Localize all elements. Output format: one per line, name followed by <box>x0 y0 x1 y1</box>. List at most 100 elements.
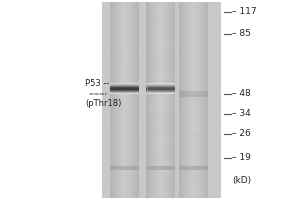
Bar <box>194 2 195 198</box>
Bar <box>127 2 128 198</box>
Bar <box>179 66 208 67</box>
Bar <box>146 169 175 170</box>
Bar <box>179 62 208 64</box>
Bar <box>146 15 175 17</box>
Bar <box>146 177 175 178</box>
Bar <box>146 188 175 190</box>
Bar <box>116 2 117 198</box>
Bar <box>179 133 208 134</box>
Bar <box>110 177 139 178</box>
Bar <box>146 9 175 10</box>
Bar <box>151 2 152 198</box>
Bar <box>179 18 208 20</box>
Bar <box>179 9 208 10</box>
Bar <box>197 2 198 198</box>
Bar <box>110 95 139 97</box>
Bar <box>110 154 139 156</box>
Bar <box>110 91 139 92</box>
Bar <box>110 93 139 94</box>
Bar <box>146 38 175 40</box>
Bar <box>110 79 139 80</box>
Bar <box>153 2 154 198</box>
Bar <box>146 90 175 92</box>
Bar <box>110 2 139 4</box>
Bar <box>179 53 208 54</box>
Bar <box>110 2 111 198</box>
Bar <box>146 12 175 13</box>
Bar <box>137 2 138 198</box>
Bar <box>189 2 190 198</box>
Bar <box>179 180 208 182</box>
Bar <box>179 169 208 170</box>
Bar <box>146 105 175 107</box>
Bar <box>146 160 175 162</box>
Bar <box>185 2 186 198</box>
Bar <box>114 2 115 198</box>
Bar <box>110 157 139 159</box>
Bar <box>146 66 175 67</box>
Bar <box>179 69 208 71</box>
Bar <box>179 172 208 174</box>
Bar <box>202 2 203 198</box>
Bar <box>179 121 208 123</box>
Bar <box>179 38 208 40</box>
Bar <box>146 84 175 85</box>
Bar <box>130 2 131 198</box>
Bar <box>110 72 139 74</box>
Bar <box>146 95 175 97</box>
Bar <box>146 89 175 90</box>
Bar <box>120 2 121 198</box>
Bar <box>179 134 208 136</box>
Bar <box>179 71 208 72</box>
Bar <box>110 62 139 64</box>
Bar <box>179 175 208 177</box>
Bar <box>121 2 122 198</box>
Bar <box>159 2 160 198</box>
Bar <box>146 69 175 71</box>
Bar <box>179 89 208 90</box>
Bar <box>179 2 180 198</box>
Bar <box>136 2 137 198</box>
Bar <box>179 26 208 28</box>
Bar <box>110 67 139 69</box>
Bar <box>179 139 208 141</box>
Bar <box>146 49 175 51</box>
Bar <box>146 62 175 64</box>
Bar <box>179 173 208 175</box>
Bar <box>188 2 189 198</box>
Bar <box>110 80 139 82</box>
Bar <box>179 17 208 18</box>
Bar <box>146 67 175 69</box>
Bar <box>146 77 175 79</box>
Bar <box>110 166 139 170</box>
Bar <box>179 44 208 46</box>
Bar <box>110 85 139 86</box>
Bar <box>110 103 139 105</box>
Bar <box>110 147 139 149</box>
Bar <box>110 88 139 89</box>
Bar <box>125 2 126 198</box>
Bar <box>110 131 139 133</box>
Bar <box>110 28 139 30</box>
Bar <box>110 116 139 118</box>
Bar <box>179 105 208 107</box>
Bar <box>180 2 181 198</box>
Bar <box>110 35 139 36</box>
Bar <box>179 41 208 43</box>
Bar <box>110 41 139 43</box>
Bar <box>192 2 193 198</box>
Bar <box>179 182 208 183</box>
Bar <box>110 20 139 22</box>
Bar <box>179 151 208 152</box>
Bar <box>184 2 185 198</box>
Bar <box>179 51 208 53</box>
Bar <box>102 2 220 198</box>
Bar <box>110 152 139 154</box>
Bar <box>110 118 139 120</box>
Bar <box>191 2 192 198</box>
Bar <box>146 20 175 22</box>
Bar <box>110 129 139 131</box>
Bar <box>179 162 208 164</box>
Bar <box>110 92 139 93</box>
Bar <box>146 139 175 141</box>
